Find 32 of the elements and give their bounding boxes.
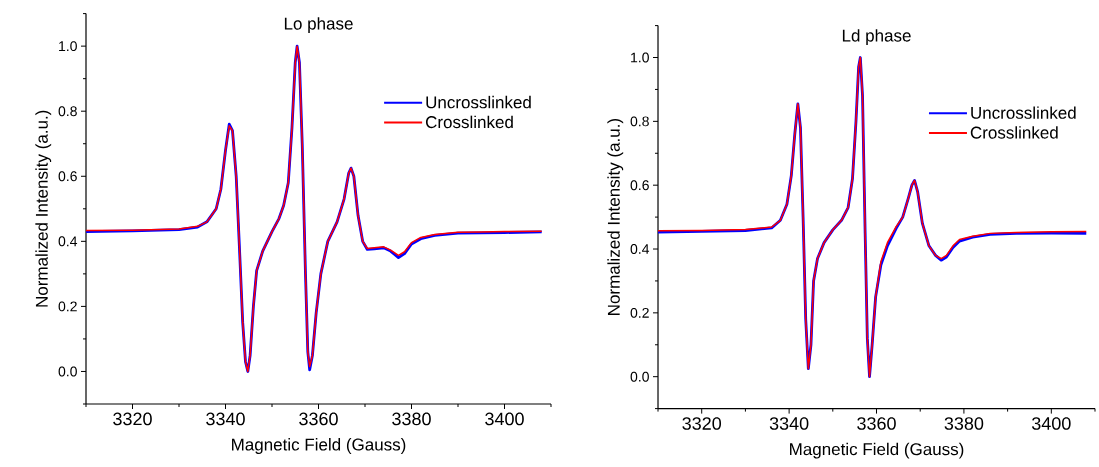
legend-label: Crosslinked	[425, 115, 513, 129]
y-axis-title: Normalized Intensity (a.u.)	[35, 110, 52, 307]
y-tick-label: 0.8	[630, 116, 649, 127]
x-tick-label: 3320	[682, 417, 722, 430]
y-tick-label: 0.8	[58, 106, 77, 117]
chart-title: Lo phase	[284, 17, 353, 33]
y-tick-label: 0.2	[630, 307, 649, 318]
x-axis-title: Magnetic Field (Gauss)	[790, 442, 964, 459]
x-tick-label: 3380	[392, 412, 431, 426]
legend-label: Uncrosslinked	[971, 106, 1076, 119]
x-tick-label: 3340	[206, 412, 245, 426]
y-tick-label: 0.2	[58, 301, 77, 312]
y-tick-label: 0.4	[58, 236, 78, 247]
y-tick-label: 1.0	[631, 52, 649, 63]
y-axis-title: Normalized Intensity (a.u.)	[607, 118, 624, 315]
x-tick-label: 3320	[113, 412, 152, 426]
legend-label: Uncrosslinked	[426, 95, 531, 109]
y-tick-label: 0.0	[630, 371, 649, 382]
x-tick-label: 3400	[485, 412, 524, 426]
chart-title: Ld phase	[842, 29, 911, 45]
y-tick-label: 0.0	[58, 366, 77, 377]
y-tick-label: 1.0	[59, 41, 77, 52]
x-tick-label: 3360	[857, 417, 896, 430]
y-tick-label: 0.6	[58, 171, 77, 182]
x-tick-label: 3340	[769, 417, 809, 430]
legend-label: Crosslinked	[970, 126, 1058, 139]
y-tick-label: 0.4	[630, 244, 650, 254]
x-tick-label: 3400	[1031, 417, 1071, 430]
x-tick-label: 3380	[944, 417, 984, 430]
y-tick-label: 0.6	[630, 180, 649, 191]
x-axis-title: Magnetic Field (Gauss)	[232, 438, 406, 454]
x-tick-label: 3360	[299, 412, 338, 426]
